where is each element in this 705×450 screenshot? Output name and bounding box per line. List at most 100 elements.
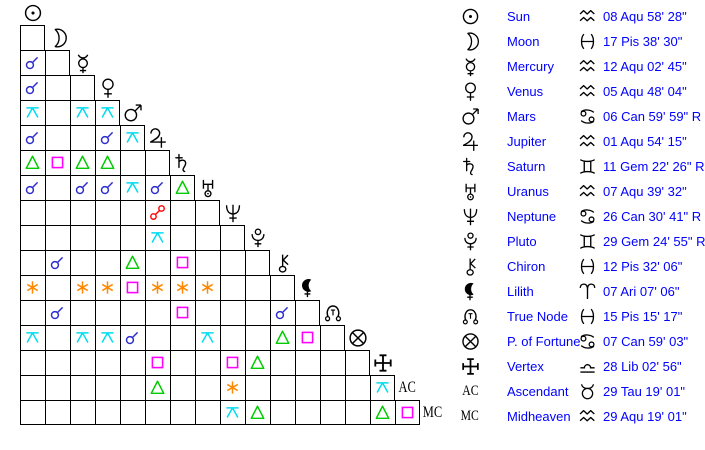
conjunction-icon bbox=[24, 129, 41, 146]
grid-saturn-glyph bbox=[170, 150, 195, 175]
planet-position: 29 Tau 19' 01" bbox=[603, 384, 686, 399]
conjunction-aspect-chiron-moon bbox=[45, 250, 70, 275]
libra-icon bbox=[578, 357, 597, 376]
position-row-truenode: True Node 15 Pis 15' 17" bbox=[455, 304, 705, 329]
position-row-fortune: P. of Fortune 07 Can 59' 03" bbox=[455, 329, 705, 354]
aspect-cell-vertex-truenode bbox=[320, 350, 345, 375]
uranus-icon bbox=[197, 177, 219, 199]
aspect-cell-ac-uranus bbox=[195, 375, 220, 400]
aspect-cell-fortune-lilith bbox=[295, 325, 320, 350]
aspect-cell-pluto-mercury bbox=[70, 225, 95, 250]
trine-icon bbox=[374, 404, 391, 421]
aspect-cell-neptune-saturn bbox=[170, 200, 195, 225]
opposition-aspect-neptune-jupiter bbox=[145, 200, 170, 225]
aquarius-icon bbox=[576, 406, 598, 427]
lilith-icon bbox=[460, 281, 481, 302]
aspect-cell-pluto-uranus bbox=[195, 225, 220, 250]
square-aspect-vertex-neptune bbox=[220, 350, 245, 375]
saturn-icon bbox=[460, 156, 481, 177]
quincunx-icon bbox=[24, 329, 41, 346]
aspect-cell-lilith-chiron bbox=[270, 275, 295, 300]
conjunction-icon bbox=[49, 304, 66, 321]
aspect-cell-vertex-mercury bbox=[70, 350, 95, 375]
quincunx-aspect-ac-vertex bbox=[370, 375, 395, 400]
conjunction-icon bbox=[24, 79, 41, 96]
square-aspect-chiron-saturn bbox=[170, 250, 195, 275]
sun-icon bbox=[460, 6, 481, 27]
aspect-cell-fortune-pluto bbox=[245, 325, 270, 350]
cancer-icon bbox=[576, 106, 598, 127]
libra-icon bbox=[576, 356, 598, 377]
aspect-cell-mars-moon bbox=[45, 100, 70, 125]
aspect-cell-truenode-mars bbox=[120, 300, 145, 325]
planet-name: Pluto bbox=[507, 234, 537, 249]
planet-positions-table: Sun 08 Aqu 58' 28" Moon 17 Pis 38' 30" Mercu… bbox=[455, 4, 705, 429]
aspect-cell-jupiter-mercury bbox=[70, 125, 95, 150]
sextile-icon bbox=[99, 279, 116, 296]
aspect-cell-mc-venus bbox=[95, 400, 120, 425]
quincunx-aspect-fortune-venus bbox=[95, 325, 120, 350]
position-row-mc: MC Midheaven 29 Aqu 19' 01" bbox=[455, 404, 705, 429]
aspect-cell-mc-moon bbox=[45, 400, 70, 425]
grid-venus-glyph bbox=[95, 75, 120, 100]
square-aspect-truenode-saturn bbox=[170, 300, 195, 325]
aspect-cell-chiron-mercury bbox=[70, 250, 95, 275]
conjunction-aspect-uranus-jupiter bbox=[145, 175, 170, 200]
trine-aspect-mc-pluto bbox=[245, 400, 270, 425]
planet-position: 26 Can 30' 41" R bbox=[603, 209, 702, 224]
conjunction-aspect-venus-sun bbox=[20, 75, 45, 100]
aspect-cell-ac-mercury bbox=[70, 375, 95, 400]
aspect-cell-ac-lilith bbox=[295, 375, 320, 400]
position-row-venus: Venus 05 Aqu 48' 04" bbox=[455, 79, 705, 104]
ac-label: AC bbox=[457, 380, 483, 403]
opposition-icon bbox=[149, 204, 166, 221]
moon-icon bbox=[460, 31, 481, 52]
aspect-cell-fortune-chiron bbox=[270, 325, 295, 350]
fortune-icon bbox=[347, 327, 369, 349]
mars-icon bbox=[460, 106, 481, 127]
quincunx-aspect-mars-venus bbox=[95, 100, 120, 125]
gemini-icon bbox=[578, 232, 597, 251]
truenode-icon bbox=[322, 302, 344, 324]
vertex-icon bbox=[460, 356, 481, 377]
pluto-icon bbox=[460, 231, 481, 252]
aspect-cell-ac-mars bbox=[120, 375, 145, 400]
conjunction-aspect-mercury-sun bbox=[20, 50, 45, 75]
pisces-icon bbox=[578, 32, 597, 51]
aspect-cell-ac-truenode bbox=[320, 375, 345, 400]
conjunction-aspect-uranus-venus bbox=[95, 175, 120, 200]
grid-mars-glyph bbox=[120, 100, 145, 125]
position-row-neptune: Neptune 26 Can 30' 41" R bbox=[455, 204, 705, 229]
grid-lilith-glyph bbox=[295, 275, 320, 300]
aspect-cell-truenode-pluto bbox=[245, 300, 270, 325]
sextile-aspect-lilith-venus bbox=[95, 275, 120, 300]
saturn-icon bbox=[457, 155, 483, 178]
aspect-cell-pluto-venus bbox=[95, 225, 120, 250]
aspect-cell-neptune-venus bbox=[95, 200, 120, 225]
aspect-cell-lilith-pluto bbox=[245, 275, 270, 300]
planet-name: True Node bbox=[507, 309, 568, 324]
aspect-cell-lilith-mars bbox=[120, 275, 145, 300]
aquarius-icon bbox=[578, 182, 597, 201]
aspect-cell-vertex-venus bbox=[95, 350, 120, 375]
conjunction-aspect-jupiter-sun bbox=[20, 125, 45, 150]
conjunction-icon bbox=[24, 179, 41, 196]
conjunction-icon bbox=[149, 179, 166, 196]
sextile-icon bbox=[74, 279, 91, 296]
planet-position: 15 Pis 15' 17" bbox=[603, 309, 683, 324]
gemini-icon bbox=[578, 157, 597, 176]
planet-name: Ascendant bbox=[507, 384, 569, 399]
aspect-cell-mars-sun bbox=[20, 100, 45, 125]
trine-icon bbox=[249, 404, 266, 421]
planet-position: 11 Gem 22' 26" R bbox=[603, 159, 705, 174]
grid-vertex-glyph bbox=[370, 350, 395, 375]
taurus-icon bbox=[576, 381, 598, 402]
trine-icon bbox=[249, 354, 266, 371]
sextile-aspect-lilith-saturn bbox=[170, 275, 195, 300]
gemini-icon bbox=[576, 156, 598, 177]
grid-moon-glyph bbox=[45, 25, 70, 50]
grid-chiron-glyph bbox=[270, 250, 295, 275]
aspect-cell-fortune-sun bbox=[20, 325, 45, 350]
planet-position: 06 Can 59' 59" R bbox=[603, 109, 702, 124]
aspect-cell-saturn-sun bbox=[20, 150, 45, 175]
